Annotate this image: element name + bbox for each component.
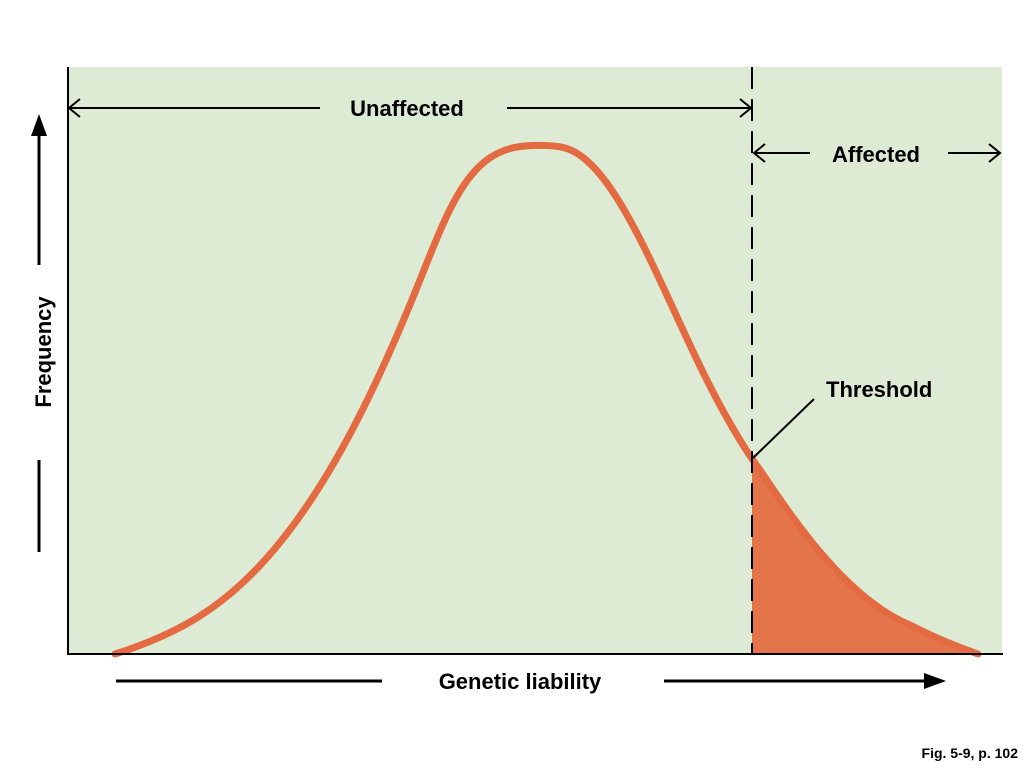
frequency-arrowhead (31, 114, 47, 136)
frequency-label: Frequency (31, 296, 56, 408)
unaffected-arrowhead-right (739, 98, 753, 118)
affected-arrowhead-right (988, 143, 1002, 163)
unaffected-label: Unaffected (350, 96, 464, 121)
affected-area (752, 458, 978, 654)
genetic-liability-label: Genetic liability (439, 669, 602, 694)
threshold-label: Threshold (826, 377, 932, 402)
liability-distribution-curve (111, 141, 982, 658)
affected-label: Affected (832, 142, 920, 167)
affected-arrowhead-left (752, 143, 766, 163)
figure-reference: Fig. 5-9, p. 102 (922, 745, 1019, 761)
threshold-pointer (752, 398, 815, 459)
liability-arrowhead (924, 673, 946, 689)
plot-background (68, 67, 1002, 654)
unaffected-arrowhead-left (67, 98, 81, 118)
